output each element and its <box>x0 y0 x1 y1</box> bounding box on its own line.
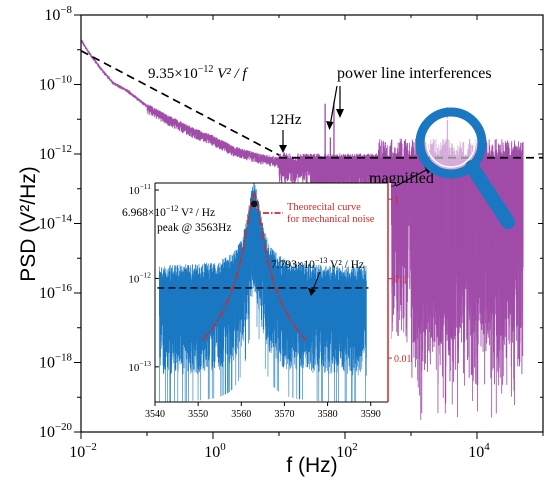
main-y-tick-label-exp: −10 <box>55 73 73 85</box>
main-x-tick-label-exp: 0 <box>220 441 226 453</box>
main-y-tick-label: 10−14 <box>39 212 73 232</box>
main-y-tick-label-base: 10 <box>39 355 55 372</box>
inset-floor-value: 7.793×10−13 V² / Hz <box>271 256 364 271</box>
inset-floor-value-mantissa: 7.793×10 <box>271 259 315 271</box>
inset-peak-value: 6.968×10−12 V² / Hz <box>122 204 215 219</box>
main-x-tick-label-base: 10 <box>468 444 484 461</box>
inset-trace-path <box>159 182 367 403</box>
main-y-tick-label-exp: −20 <box>55 421 73 433</box>
inset-legend-text: Theorecital curve for mechanical noise <box>287 202 375 225</box>
main-y-tick-label-exp: −14 <box>55 212 73 224</box>
annotation-12hz: 12Hz <box>269 112 302 128</box>
inset-y-tick-label: 10−12 <box>128 270 151 285</box>
annotation-power-line: power line interferences <box>337 65 492 82</box>
inset-floor-value-suffix: V² / Hz <box>327 259 364 271</box>
arrow-power-line-2-head <box>336 109 344 118</box>
inset-y2-tick-label: 1 <box>394 195 399 206</box>
main-y-tick-label-exp: −18 <box>55 351 73 363</box>
main-x-tick-label-base: 10 <box>204 444 220 461</box>
inset-floor-arrow-head <box>308 288 316 296</box>
main-y-tick-label: 10−18 <box>39 351 73 371</box>
inset-theory-curve <box>201 193 307 341</box>
inset-floor-value-exponent: −13 <box>315 256 328 265</box>
inset-x-ticks: 3540 3550 3560 3570 3580 3590 <box>145 402 381 420</box>
main-y-tick-label-base: 10 <box>39 146 55 163</box>
inset-peak-value-exponent: −12 <box>166 204 179 213</box>
inset-x-tick-label: 3590 <box>361 409 381 420</box>
inset-y2-ticks: 1 0.1 0.01 <box>388 195 412 365</box>
main-x-tick-label-exp: −2 <box>85 441 97 453</box>
inset-y-tick-label-exp: −13 <box>139 359 151 368</box>
inset-floor-arrow <box>311 271 321 293</box>
inset-legend-line-2: for mechanical noise <box>287 214 375 225</box>
main-x-tick-label: 104 <box>468 441 490 461</box>
inset-peak-value-suffix: V² / Hz <box>178 207 215 219</box>
arrow-12hz-head <box>279 145 287 153</box>
inset-theory-path <box>201 193 307 341</box>
main-y-tick-label: 10−12 <box>39 143 72 163</box>
main-x-ticks: 10−2 100 102 104 <box>69 15 544 461</box>
inset-x-tick-label: 3580 <box>318 409 338 420</box>
arrow-magnified <box>395 167 431 187</box>
fit-label-suffix: V² / f <box>213 66 248 82</box>
inset-y2-tick-label: 0.1 <box>394 275 407 286</box>
inset-y-tick-label-exp: −12 <box>139 270 151 279</box>
y-axis-title: PSD (V²/Hz) <box>17 166 40 282</box>
inset-y-tick-label: 10−11 <box>129 182 152 197</box>
inset-y-tick-label: 10−13 <box>128 359 151 374</box>
inset-x-tick-label: 3550 <box>188 409 208 420</box>
main-y-tick-label: 10−10 <box>39 73 73 93</box>
main-fit-line <box>80 50 280 156</box>
x-axis-title: f (Hz) <box>286 454 337 477</box>
main-y-tick-label-base: 10 <box>39 424 55 441</box>
main-y-tick-label-base: 10 <box>39 77 55 94</box>
inset-y-tick-label-base: 10 <box>128 362 140 374</box>
main-x-tick-label: 100 <box>204 441 226 461</box>
inset-x-tick-label: 3560 <box>231 409 251 420</box>
main-x-tick-label: 10−2 <box>69 441 97 461</box>
main-fit-lines <box>80 50 543 159</box>
main-y-tick-label-base: 10 <box>39 285 55 302</box>
fit-label: 9.35×10−12 V² / f <box>148 64 248 82</box>
inset-peak-value-mantissa: 6.968×10 <box>122 207 166 219</box>
inset-y-tick-label-base: 10 <box>128 273 140 285</box>
main-y-tick-label-exp: −16 <box>55 282 73 294</box>
main-y-tick-label-base: 10 <box>39 216 55 233</box>
main-x-tick-label: 102 <box>336 441 357 461</box>
inset-y-tick-label-base: 10 <box>129 185 141 197</box>
inset-chart: 3540 3550 3560 3570 3580 3590 10−1110−1210−13… <box>117 182 412 420</box>
arrow-power-line-1 <box>329 85 338 127</box>
main-y-tick-label-base: 10 <box>44 7 60 24</box>
main-x-tick-label-base: 10 <box>69 444 85 461</box>
inset-y-tick-label-exp: −11 <box>140 182 152 191</box>
main-x-tick-label-base: 10 <box>336 444 352 461</box>
inset-legend-line-1: Theorecital curve <box>287 202 361 213</box>
inset-x-tick-label: 3540 <box>145 409 165 420</box>
magnifier-icon <box>415 107 515 229</box>
inset-y2-tick-label: 0.01 <box>394 354 412 365</box>
main-y-tick-label: 10−16 <box>39 282 73 302</box>
main-y-tick-label: 10−20 <box>39 421 73 441</box>
main-x-tick-label-exp: 2 <box>352 441 357 453</box>
fit-label-mantissa: 9.35×10 <box>148 66 198 82</box>
inset-peak-location: peak @ 3563Hz <box>157 222 231 234</box>
inset-peak-point <box>250 200 258 208</box>
main-y-tick-label-exp: −12 <box>55 143 72 155</box>
main-y-tick-label: 10−8 <box>44 4 72 24</box>
main-y-tick-label-exp: −8 <box>60 4 72 16</box>
arrow-power-line-1-head <box>326 121 334 130</box>
inset-psd-trace <box>159 182 367 403</box>
fit-label-exponent: −12 <box>198 64 214 75</box>
main-x-tick-label-exp: 4 <box>484 441 490 453</box>
inset-x-tick-label: 3570 <box>274 409 294 420</box>
